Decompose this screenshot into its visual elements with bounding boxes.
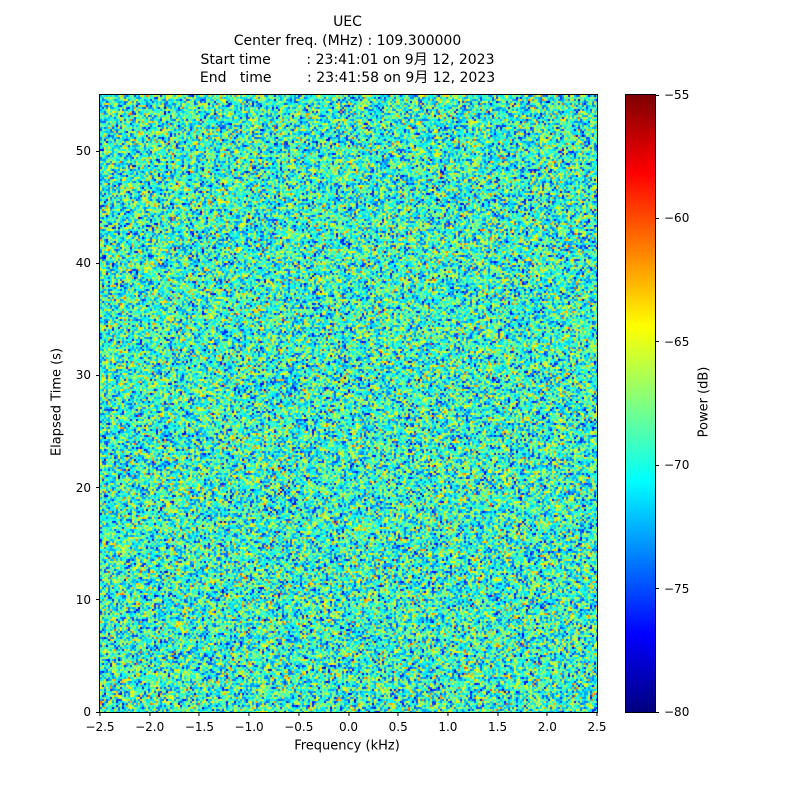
colorbar-tick: −75 xyxy=(655,582,689,596)
colorbar-tick: −55 xyxy=(655,88,689,102)
tick-mark xyxy=(96,487,100,489)
start-time-line: Start time : 23:41:01 on 9月 12, 2023 xyxy=(200,51,495,68)
x-tick-label: 0.5 xyxy=(388,720,408,734)
x-tick-label: −1.0 xyxy=(234,720,264,734)
tick-mark xyxy=(99,712,101,716)
colorbar-tick-label: −65 xyxy=(664,334,690,349)
tick-mark xyxy=(348,712,349,716)
x-tick: 2.5 xyxy=(587,712,607,734)
tick-mark xyxy=(655,588,659,590)
y-tick-label: 10 xyxy=(75,592,91,607)
x-tick: 0.0 xyxy=(339,712,358,734)
colorbar-axis-label: Power (dB) xyxy=(696,366,712,438)
x-tick: 1.5 xyxy=(488,712,507,734)
x-tick-label: −1.5 xyxy=(184,720,214,734)
x-tick: −2.5 xyxy=(85,712,115,734)
x-tick: 2.0 xyxy=(538,712,557,734)
colorbar-tick: −80 xyxy=(655,705,689,719)
y-tick-label: 20 xyxy=(75,480,91,495)
y-tick: 10 xyxy=(76,593,100,607)
colorbar-gradient xyxy=(626,95,655,712)
y-tick-label: 40 xyxy=(75,256,91,271)
y-tick: 40 xyxy=(76,256,100,270)
end-time-line: End time : 23:41:58 on 9月 12, 2023 xyxy=(199,70,496,86)
x-tick-label: −2.0 xyxy=(135,720,165,734)
colorbar-tick-label: −70 xyxy=(664,458,690,473)
tick-mark xyxy=(447,712,449,716)
y-tick: 0 xyxy=(83,705,100,719)
y-axis-label: Elapsed Time (s) xyxy=(49,347,65,457)
x-tick-label: 1.5 xyxy=(488,720,508,734)
tick-mark xyxy=(655,341,659,343)
tick-mark xyxy=(655,94,659,96)
tick-mark xyxy=(96,374,100,376)
colorbar-tick: −65 xyxy=(655,335,689,349)
colorbar: −55 −60 −65 −70 −75 −80 xyxy=(625,88,689,719)
tick-mark xyxy=(96,262,100,264)
x-tick-label: 2.5 xyxy=(587,720,607,734)
x-tick-label: 1.0 xyxy=(438,720,458,734)
colorbar-tick-label: −55 xyxy=(664,88,690,102)
tick-mark xyxy=(497,712,499,716)
tick-mark xyxy=(96,711,100,713)
tick-mark xyxy=(655,711,659,713)
chart-header: UEC Center freq. (MHz) : 109.300000 Star… xyxy=(99,13,596,88)
y-tick: 50 xyxy=(76,144,100,158)
tick-mark xyxy=(655,217,659,219)
x-tick-label: 2.0 xyxy=(537,720,557,734)
colorbar-tick: −60 xyxy=(655,211,689,225)
y-tick-label: 50 xyxy=(75,144,91,159)
y-tick-label: 30 xyxy=(75,368,91,383)
tick-mark xyxy=(96,599,100,601)
x-tick-label: −0.5 xyxy=(284,720,314,734)
x-tick: 0.5 xyxy=(389,712,408,734)
x-tick-label: −2.5 xyxy=(85,720,115,734)
tick-mark xyxy=(655,464,659,466)
tick-mark xyxy=(96,150,100,152)
colorbar-tick: −70 xyxy=(655,458,689,472)
x-tick: −0.5 xyxy=(284,712,313,734)
colorbar-tick-label: −60 xyxy=(664,211,690,226)
y-tick-label: 0 xyxy=(83,705,91,719)
tick-mark xyxy=(546,712,548,716)
x-tick: 1.0 xyxy=(438,712,457,734)
x-tick: −1.0 xyxy=(235,712,264,734)
tick-mark xyxy=(248,712,250,716)
tick-mark xyxy=(397,712,399,716)
y-tick: 20 xyxy=(76,481,100,495)
heatmap-canvas xyxy=(100,95,597,712)
colorbar-tick-label: −75 xyxy=(664,581,690,596)
x-axis-label: Frequency (kHz) xyxy=(294,738,400,754)
x-tick: −1.5 xyxy=(185,712,214,734)
chart-title: UEC xyxy=(333,14,362,30)
x-tick: −2.0 xyxy=(135,712,164,734)
tick-mark xyxy=(149,712,151,716)
heatmap-plot: 0 10 20 30 40 50 −2.5 −2.0 −1.5 −1.0 −0.… xyxy=(76,94,607,734)
tick-mark xyxy=(198,712,200,716)
center-freq-line: Center freq. (MHz) : 109.300000 xyxy=(233,33,462,49)
y-tick: 30 xyxy=(76,368,100,382)
x-tick-label: 0.0 xyxy=(338,720,359,734)
tick-mark xyxy=(596,712,598,716)
tick-mark xyxy=(298,712,300,716)
colorbar-tick-label: −80 xyxy=(664,705,690,719)
